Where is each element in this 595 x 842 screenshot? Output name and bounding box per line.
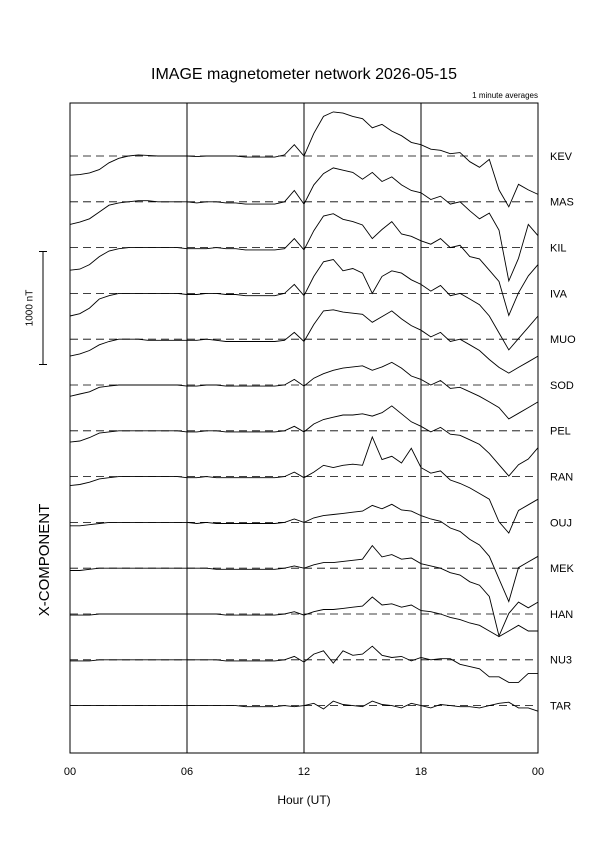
x-axis-label: Hour (UT)	[277, 793, 330, 807]
station-trace	[69, 405, 539, 477]
station-label: IVA	[550, 288, 568, 300]
station-trace	[69, 435, 539, 534]
station-trace	[69, 258, 539, 351]
station-label: TAR	[550, 701, 571, 713]
x-tick-label: 06	[181, 766, 193, 778]
station-label: MEK	[550, 563, 575, 575]
station-trace	[69, 167, 539, 283]
station-label: PEL	[550, 426, 571, 438]
station-label: HAN	[550, 609, 573, 621]
station-trace	[70, 700, 539, 712]
station-label: RAN	[550, 472, 573, 484]
station-label: KIL	[550, 243, 567, 255]
x-tick-label: 00	[64, 766, 76, 778]
chart-subtitle: 1 minute averages	[472, 91, 538, 100]
station-trace	[70, 503, 539, 603]
station-trace	[69, 213, 539, 317]
station-trace	[69, 361, 539, 420]
station-label: NU3	[550, 655, 572, 667]
station-trace	[70, 544, 539, 638]
station-label: MUO	[550, 334, 576, 346]
chart-title: IMAGE magnetometer network 2026-05-15	[151, 66, 457, 83]
x-tick-label: 18	[415, 766, 427, 778]
scale-bar-label: 1000 nT	[25, 290, 36, 327]
station-trace	[70, 645, 538, 683]
x-tick-label: 12	[298, 766, 310, 778]
station-trace	[70, 596, 538, 638]
station-label: KEV	[550, 151, 573, 163]
station-label: OUJ	[550, 517, 572, 529]
x-tick-label: 00	[532, 766, 544, 778]
station-trace	[69, 111, 539, 208]
station-label: SOD	[550, 380, 574, 392]
y-axis-label: X-COMPONENT	[36, 504, 53, 617]
station-label: MAS	[550, 197, 574, 209]
station-trace	[69, 309, 539, 374]
